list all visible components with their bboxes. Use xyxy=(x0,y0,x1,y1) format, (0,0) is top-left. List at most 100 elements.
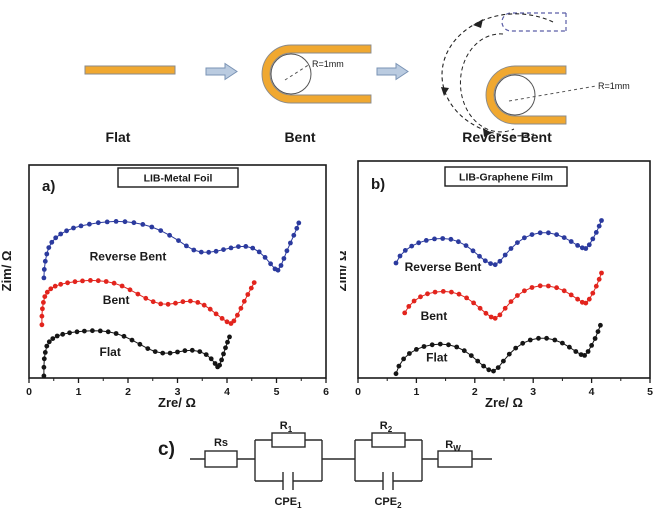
r2-resistor xyxy=(371,432,406,448)
data-point xyxy=(41,364,47,370)
data-point xyxy=(165,301,171,307)
bent-strip-group: R=1mm Bent xyxy=(261,44,372,145)
data-point xyxy=(213,311,219,317)
data-point xyxy=(560,340,565,346)
data-point xyxy=(217,362,223,368)
bend-radius-circle xyxy=(494,74,536,116)
x-tick-label: 4 xyxy=(224,386,230,398)
plot-frame xyxy=(28,164,327,379)
curve-label-flat: Flat xyxy=(426,351,447,365)
data-point xyxy=(113,219,119,224)
data-point xyxy=(575,243,580,248)
cpe1-label: CPE1 xyxy=(274,496,302,510)
nyquist-chart-metal-foil: 0 1 2 3 4 5 6 Zre/ Ω Zim/ Ω a) LIB-Metal Foil Flat B… xyxy=(0,164,329,410)
panel-label: a) xyxy=(42,178,55,195)
data-point xyxy=(189,347,195,353)
data-point xyxy=(221,247,226,252)
data-point xyxy=(513,345,519,351)
curve-label-flat: Flat xyxy=(100,345,121,359)
data-point xyxy=(529,285,535,290)
data-point xyxy=(527,337,533,343)
data-point xyxy=(111,280,117,286)
data-point xyxy=(245,292,251,297)
curve-label-bent: Bent xyxy=(103,293,130,307)
data-point xyxy=(288,240,293,246)
data-point xyxy=(198,249,204,255)
cpe1-capacitor xyxy=(282,472,294,490)
rs-resistor xyxy=(204,450,238,468)
data-point xyxy=(173,300,178,306)
data-point xyxy=(238,305,244,311)
rotation-arrowhead-icon xyxy=(473,19,483,28)
x-tick-label: 3 xyxy=(530,386,536,398)
data-point xyxy=(48,286,54,292)
data-point xyxy=(546,230,551,236)
data-point xyxy=(145,346,151,351)
data-point xyxy=(482,258,488,264)
data-point xyxy=(44,251,50,257)
data-point xyxy=(131,220,137,226)
data-point xyxy=(103,279,109,284)
data-point xyxy=(544,335,549,341)
data-point xyxy=(268,261,273,267)
data-point xyxy=(423,238,429,243)
data-point xyxy=(46,245,52,250)
panel-c-label: c) xyxy=(158,439,175,460)
data-point xyxy=(440,236,446,241)
x-tick-label: 0 xyxy=(26,386,32,398)
series-line-flat xyxy=(43,330,230,376)
reverse-bent-group: R=1mm Reverse Bent xyxy=(441,12,630,145)
rotation-path-inner xyxy=(459,33,515,133)
y-axis-label: Zim/ Ω xyxy=(0,251,14,292)
data-point xyxy=(158,301,164,307)
data-point xyxy=(203,352,209,357)
data-point xyxy=(243,244,249,249)
title-box xyxy=(444,166,568,187)
data-point xyxy=(411,298,417,304)
data-point xyxy=(595,329,601,334)
data-point xyxy=(195,300,201,305)
rs-label: Rs xyxy=(214,437,228,449)
data-point xyxy=(135,291,141,297)
x-tick-label: 2 xyxy=(472,386,478,398)
data-point xyxy=(529,232,535,237)
data-point xyxy=(175,349,180,355)
data-point xyxy=(158,228,164,233)
data-point xyxy=(54,333,60,339)
data-point xyxy=(80,278,85,284)
data-point xyxy=(197,349,203,354)
data-point xyxy=(182,348,188,354)
data-point xyxy=(456,291,462,297)
data-point xyxy=(241,298,247,304)
x-tick-label: 5 xyxy=(647,386,653,398)
data-point xyxy=(281,256,287,261)
x-tick-label: 5 xyxy=(274,386,280,398)
data-point xyxy=(223,345,228,351)
data-point xyxy=(221,351,226,357)
data-point xyxy=(143,295,149,301)
data-point xyxy=(508,299,514,304)
data-point xyxy=(414,347,419,352)
data-point xyxy=(497,258,503,264)
data-point xyxy=(501,358,506,364)
data-point xyxy=(402,310,408,316)
data-point xyxy=(74,329,80,335)
data-point xyxy=(71,225,76,231)
data-point xyxy=(492,262,498,268)
data-point xyxy=(95,278,101,284)
data-point xyxy=(213,248,219,254)
data-point xyxy=(471,300,476,306)
chart-title: LIB-Graphene Film xyxy=(459,171,553,183)
data-point xyxy=(598,322,603,328)
data-point xyxy=(88,278,93,283)
data-point xyxy=(568,239,574,244)
data-point xyxy=(586,296,592,302)
r2-label: R2 xyxy=(380,420,393,434)
data-point xyxy=(58,281,64,287)
data-point xyxy=(593,283,599,289)
data-point xyxy=(284,248,290,254)
data-point xyxy=(42,350,48,355)
data-point xyxy=(573,349,579,354)
data-point xyxy=(508,246,514,251)
data-point xyxy=(429,342,435,348)
